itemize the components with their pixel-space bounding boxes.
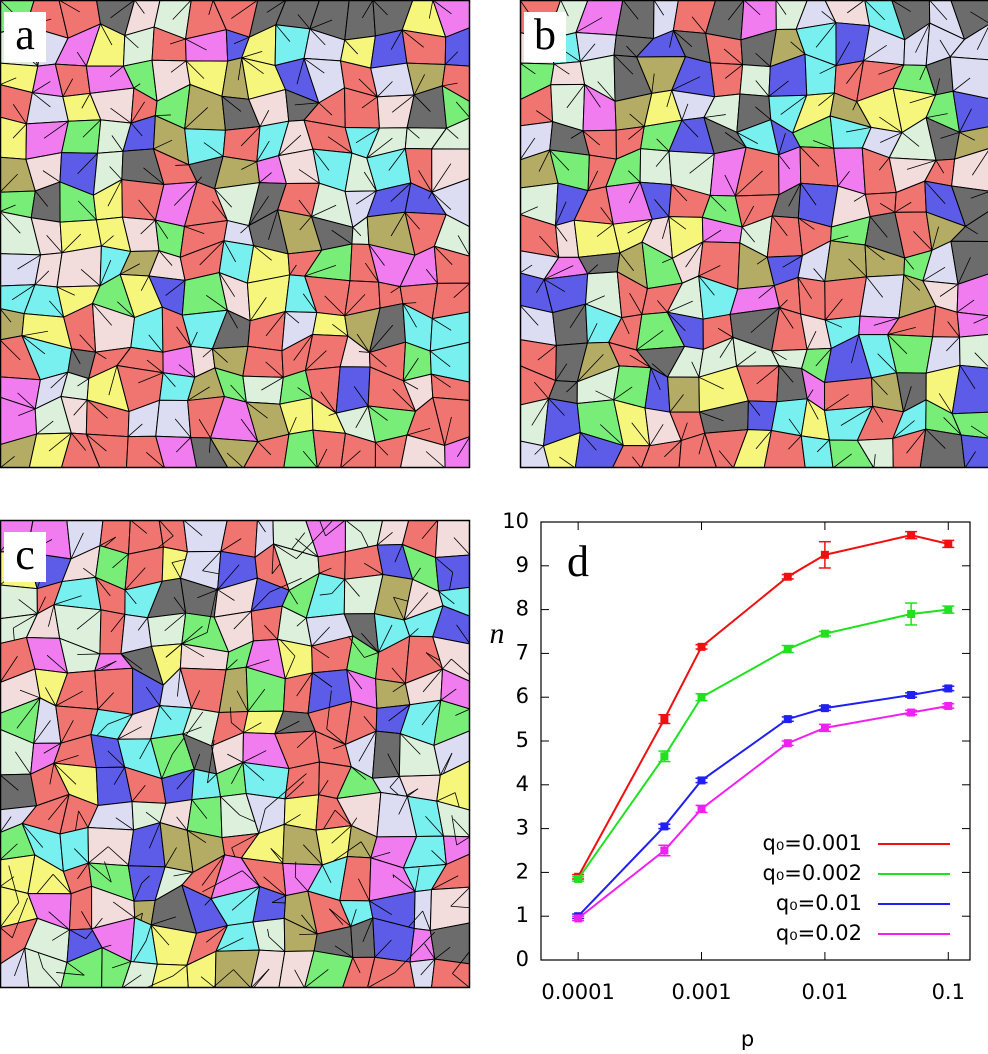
point <box>660 847 668 855</box>
point <box>944 702 952 710</box>
mosaic-cell <box>221 520 258 557</box>
point <box>660 715 668 723</box>
mosaic-cell <box>957 312 988 337</box>
mosaic-cell <box>435 520 470 558</box>
point <box>784 739 792 747</box>
y-tick-label: 10 <box>502 509 529 533</box>
y-tick-label: 5 <box>516 728 529 752</box>
point <box>944 684 952 692</box>
mosaic-cell <box>960 334 988 368</box>
point <box>660 752 668 760</box>
mosaic-cell <box>88 827 134 865</box>
x-axis-label: p <box>741 1027 754 1050</box>
mosaic-cell <box>313 430 346 468</box>
point <box>660 822 668 830</box>
legend-label: q₀=0.002 <box>763 861 862 885</box>
mosaic-cell <box>284 795 318 830</box>
point <box>944 606 952 614</box>
y-tick-label: 7 <box>516 640 529 664</box>
y-tick-label: 6 <box>516 684 529 708</box>
mosaic-cell <box>767 216 802 257</box>
y-tick-label: 3 <box>516 816 529 840</box>
mosaic-cell <box>183 520 227 552</box>
point <box>698 643 706 651</box>
point <box>574 914 582 922</box>
mosaic-cells <box>0 502 484 1009</box>
x-tick-label: 0.001 <box>671 980 731 1004</box>
mosaic-cell <box>156 400 191 437</box>
x-tick-label: 0.0001 <box>541 980 614 1004</box>
point <box>698 693 706 701</box>
panel-label: c <box>15 530 35 579</box>
y-tick-label: 8 <box>516 597 529 621</box>
legend-label: q₀=0.001 <box>763 831 862 855</box>
mosaic-cell <box>740 65 770 97</box>
mosaic-cell <box>62 120 101 153</box>
mosaic-cell <box>336 367 370 413</box>
mosaic-cell <box>243 376 283 404</box>
point <box>907 691 915 699</box>
mosaic-cell <box>961 435 988 468</box>
point <box>574 875 582 883</box>
mosaic-cell <box>414 890 431 931</box>
point <box>821 704 829 712</box>
point <box>907 531 915 539</box>
point <box>784 715 792 723</box>
point <box>907 610 915 618</box>
legend-label: q₀=0.02 <box>776 921 862 945</box>
mosaic-cells <box>0 0 470 468</box>
mosaic-cell <box>95 668 133 714</box>
mosaic-cell <box>152 964 189 988</box>
panel-label: b <box>534 10 556 59</box>
x-tick-label: 0.01 <box>802 980 849 1004</box>
mosaic-cell <box>920 429 965 468</box>
panel-label: d <box>567 537 589 586</box>
panel-label: a <box>15 10 35 59</box>
mosaic-cell <box>0 585 37 619</box>
point <box>821 551 829 559</box>
y-tick-label: 4 <box>516 772 529 796</box>
point <box>698 805 706 813</box>
mosaic-cell <box>953 91 988 132</box>
mosaic-cell <box>345 0 376 40</box>
y-tick-label: 2 <box>516 859 529 883</box>
mosaic-cell <box>251 606 282 641</box>
mosaic-cell <box>825 241 867 282</box>
mosaic-cell <box>372 731 400 778</box>
mosaic-cell <box>616 0 654 39</box>
mosaic-cell <box>27 93 69 124</box>
series-line <box>578 706 948 918</box>
mosaic-cell <box>764 430 805 468</box>
series-line <box>578 535 948 877</box>
point <box>944 540 952 548</box>
point <box>784 645 792 653</box>
mosaic-panel: b <box>520 0 988 468</box>
legend-label: q₀=0.01 <box>776 891 862 915</box>
mosaic-cell <box>345 545 383 579</box>
mosaic-cell <box>367 957 414 988</box>
mosaic-panel: c <box>0 502 484 1009</box>
y-tick-label: 1 <box>516 903 529 927</box>
point <box>784 573 792 581</box>
point <box>821 630 829 638</box>
mosaic-cell <box>243 346 283 377</box>
point <box>907 709 915 717</box>
x-tick-label: 0.1 <box>932 980 965 1004</box>
point <box>821 724 829 732</box>
mosaic-cell <box>710 63 742 97</box>
point <box>698 776 706 784</box>
mosaic-cell <box>371 30 407 68</box>
y-tick-label: 0 <box>516 947 529 971</box>
mosaic-panel: a <box>0 0 470 468</box>
mosaic-cells <box>520 0 988 468</box>
mosaic-cell <box>279 149 320 183</box>
y-tick-label: 9 <box>516 553 529 577</box>
mosaic-cell <box>163 346 195 377</box>
y-axis-label: n <box>490 617 505 650</box>
mosaic-cell <box>574 220 620 257</box>
